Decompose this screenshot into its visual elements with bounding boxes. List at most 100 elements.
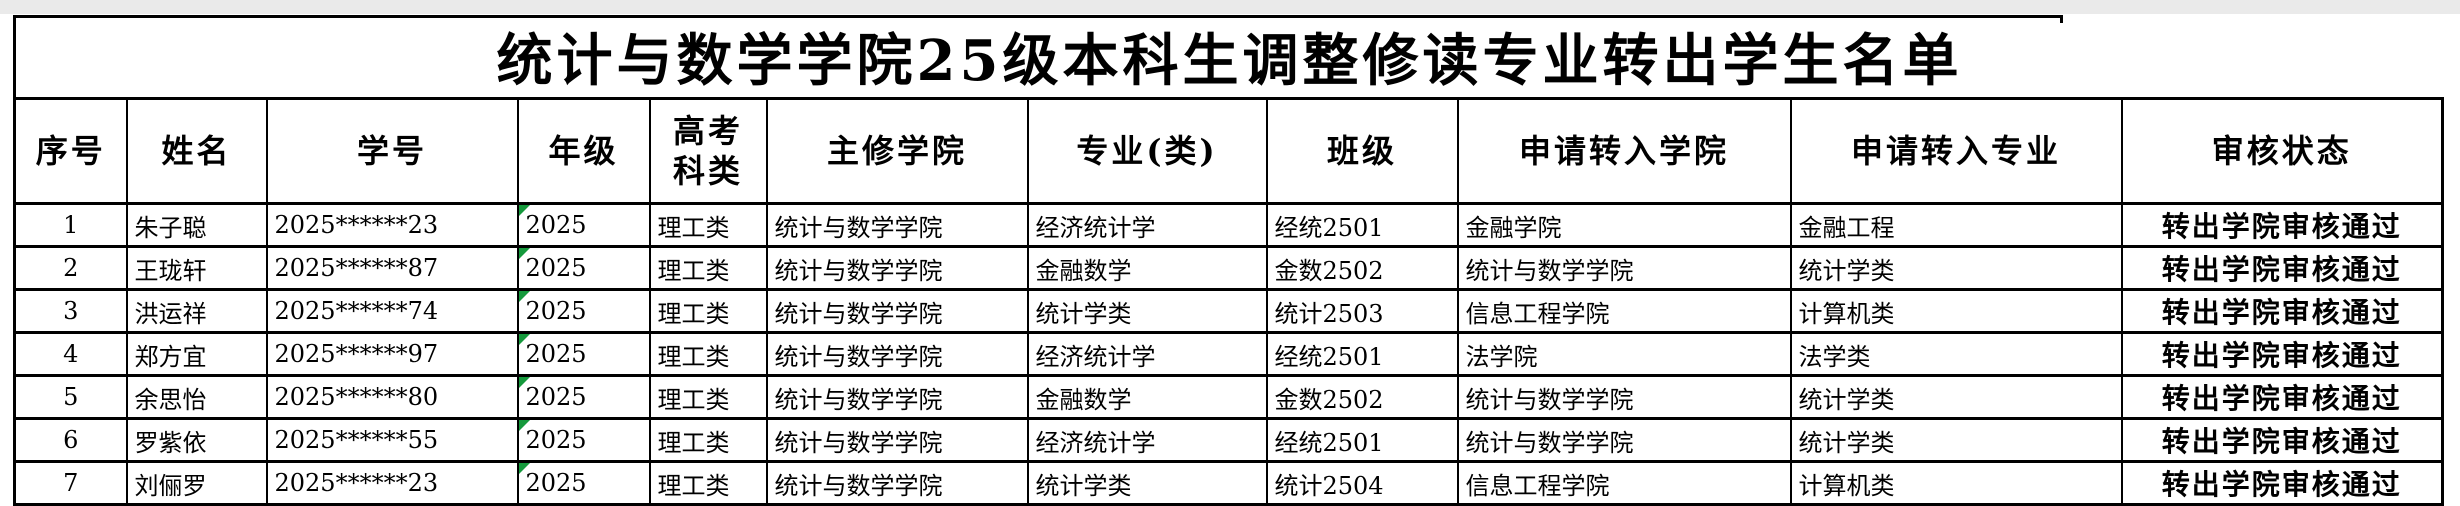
table-cell: 7	[13, 460, 128, 506]
header-row: 序号 姓名 学号 年级 高考 科类 主修学院 专业(类) 班级 申请转入学院 申请转入专业 审核状态	[13, 97, 2444, 205]
table-cell: 理工类	[648, 374, 768, 420]
table-row: 2 王珑轩 2025******87 2025 理工类 统计与数学学院 金融数学 金数2502…	[13, 245, 2444, 291]
table-cell: 2025	[516, 245, 651, 291]
table-cell: 2025	[516, 417, 651, 463]
table-cell: 法学类	[1789, 331, 2123, 377]
table-row: 7 刘俪罗 2025******23 2025 理工类 统计与数学学院 统计学类 统计2504…	[13, 460, 2444, 506]
table-cell: 2025******80	[265, 374, 519, 420]
table-cell: 理工类	[648, 202, 768, 248]
table-cell: 理工类	[648, 331, 768, 377]
header-cell-0: 序号	[13, 97, 128, 205]
header-cell-8: 申请转入学院	[1456, 97, 1792, 205]
table-cell: 统计2503	[1265, 288, 1459, 334]
table-cell: 统计学类	[1789, 245, 2123, 291]
table-cell: 统计与数学学院	[1456, 417, 1792, 463]
table-cell: 经济统计学	[1026, 202, 1268, 248]
table-cell: 2025******55	[265, 417, 519, 463]
error-indicator-icon	[519, 421, 530, 431]
table-cell: 转出学院审核通过	[2120, 202, 2444, 248]
table-cell: 转出学院审核通过	[2120, 288, 2444, 334]
table-title-row: 统计与数学学院25级本科生调整修读专业转出学生名单	[13, 15, 2443, 97]
table-cell: 转出学院审核通过	[2120, 460, 2444, 506]
table-cell: 5	[13, 374, 128, 420]
table-cell: 统计2504	[1265, 460, 1459, 506]
table-cell: 金数2502	[1265, 245, 1459, 291]
table-cell: 2025******74	[265, 288, 519, 334]
table-cell: 金融工程	[1789, 202, 2123, 248]
table-cell: 计算机类	[1789, 288, 2123, 334]
table-cell: 2025	[516, 202, 651, 248]
page-title: 统计与数学学院25级本科生调整修读专业转出学生名单	[496, 27, 1963, 94]
table-cell: 经统2501	[1265, 417, 1459, 463]
header-cell-10: 审核状态	[2120, 97, 2444, 205]
table-cell: 王珑轩	[125, 245, 268, 291]
table-cell: 经统2501	[1265, 331, 1459, 377]
table-cell: 朱子聪	[125, 202, 268, 248]
table-cell: 罗紫依	[125, 417, 268, 463]
table-cell: 统计与数学学院	[1456, 374, 1792, 420]
table-cell: 统计学类	[1789, 417, 2123, 463]
table-cell: 6	[13, 417, 128, 463]
table-cell: 理工类	[648, 245, 768, 291]
table-cell: 4	[13, 331, 128, 377]
table-cell: 理工类	[648, 460, 768, 506]
table-cell: 2025	[516, 288, 651, 334]
error-indicator-icon	[519, 206, 530, 216]
table-cell: 2025******23	[265, 202, 519, 248]
table-row: 6 罗紫依 2025******55 2025 理工类 统计与数学学院 经济统计学 经统250…	[13, 417, 2444, 463]
table-cell: 信息工程学院	[1456, 288, 1792, 334]
table-body: 1 朱子聪 2025******23 2025 理工类 统计与数学学院 经济统计学 经统250…	[13, 202, 2444, 506]
transfer-students-table: 序号 姓名 学号 年级 高考 科类 主修学院 专业(类) 班级 申请转入学院 申请转入专业 审核状态…	[13, 97, 2444, 506]
table-cell: 转出学院审核通过	[2120, 374, 2444, 420]
table-cell: 2025******87	[265, 245, 519, 291]
error-indicator-icon	[519, 249, 530, 259]
table-cell: 统计学类	[1789, 374, 2123, 420]
table-cell: 2	[13, 245, 128, 291]
header-cell-6: 专业(类)	[1026, 97, 1268, 205]
table-cell: 1	[13, 202, 128, 248]
error-indicator-icon	[519, 335, 530, 345]
table-cell: 转出学院审核通过	[2120, 417, 2444, 463]
table-row: 5 余思怡 2025******80 2025 理工类 统计与数学学院 金融数学 金数2502…	[13, 374, 2444, 420]
table-cell: 统计与数学学院	[765, 331, 1029, 377]
table-cell: 2025******23	[265, 460, 519, 506]
table-cell: 统计学类	[1026, 460, 1268, 506]
error-indicator-icon	[519, 378, 530, 388]
table-cell: 金融数学	[1026, 374, 1268, 420]
table-cell: 2025	[516, 460, 651, 506]
table-cell: 统计与数学学院	[765, 460, 1029, 506]
header-cell-1: 姓名	[125, 97, 268, 205]
table-cell: 统计与数学学院	[765, 417, 1029, 463]
table-cell: 2025	[516, 331, 651, 377]
table-cell: 郑方宜	[125, 331, 268, 377]
table-cell: 信息工程学院	[1456, 460, 1792, 506]
spreadsheet-region: 统计与数学学院25级本科生调整修读专业转出学生名单 序号 姓名 学号 年级 高考 科类主…	[13, 15, 2444, 506]
table-cell: 转出学院审核通过	[2120, 331, 2444, 377]
table-cell: 2025******97	[265, 331, 519, 377]
table-row: 4 郑方宜 2025******97 2025 理工类 统计与数学学院 经济统计学 经统250…	[13, 331, 2444, 377]
table-cell: 统计与数学学院	[1456, 245, 1792, 291]
table-cell: 统计与数学学院	[765, 288, 1029, 334]
table-cell: 2025	[516, 374, 651, 420]
table-cell: 3	[13, 288, 128, 334]
screenshot-top-margin	[0, 0, 2460, 14]
table-cell: 统计与数学学院	[765, 245, 1029, 291]
table-row: 3 洪运祥 2025******74 2025 理工类 统计与数学学院 统计学类 统计2503…	[13, 288, 2444, 334]
table-cell: 统计与数学学院	[765, 374, 1029, 420]
table-cell: 计算机类	[1789, 460, 2123, 506]
header-cell-9: 申请转入专业	[1789, 97, 2123, 205]
table-cell: 金融学院	[1456, 202, 1792, 248]
header-cell-2: 学号	[265, 97, 519, 205]
header-cell-7: 班级	[1265, 97, 1459, 205]
table-cell: 理工类	[648, 288, 768, 334]
table-cell: 金数2502	[1265, 374, 1459, 420]
table-cell: 转出学院审核通过	[2120, 245, 2444, 291]
table-cell: 经统2501	[1265, 202, 1459, 248]
table-cell: 理工类	[648, 417, 768, 463]
table-cell: 法学院	[1456, 331, 1792, 377]
header-cell-3: 年级	[516, 97, 651, 205]
table-cell: 经济统计学	[1026, 417, 1268, 463]
error-indicator-icon	[519, 464, 530, 474]
header-cell-4: 高考 科类	[648, 97, 768, 205]
table-row: 1 朱子聪 2025******23 2025 理工类 统计与数学学院 经济统计学 经统250…	[13, 202, 2444, 248]
